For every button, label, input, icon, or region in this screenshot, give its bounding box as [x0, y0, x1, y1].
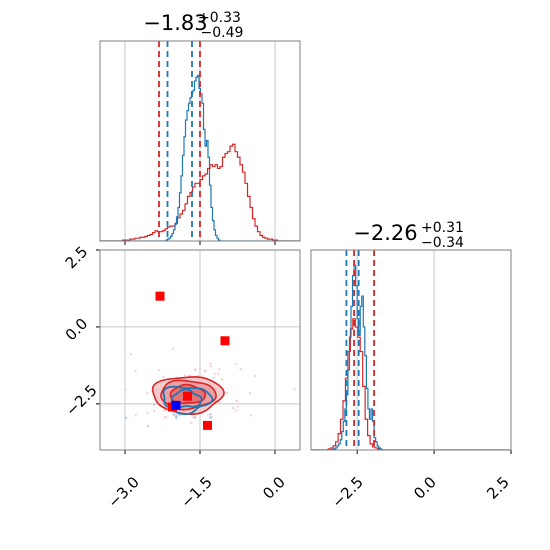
red-sample-point: [190, 421, 193, 424]
red-sample-point: [293, 388, 296, 391]
red-sample-point: [124, 388, 127, 391]
red-sample-point: [198, 366, 202, 369]
ytick-label-2d-0: −2.5: [62, 381, 100, 419]
red-sample-point: [217, 372, 220, 375]
red-sample-point: [254, 374, 257, 378]
param2-title: −2.26 +0.31 −0.34: [353, 217, 469, 251]
red-sample-point: [146, 411, 149, 414]
yaxis-ticklabels-2d: −2.5 0.0 2.5: [62, 243, 101, 420]
blue-sample-point: [173, 414, 176, 417]
red-sample-point: [212, 376, 215, 379]
xtick-label-2d-1: −1.5: [177, 473, 215, 511]
hist2-frame: [310, 249, 512, 451]
joint-frame: [99, 249, 301, 451]
red-sample-point: [206, 414, 210, 417]
red-sample-point: [209, 362, 212, 365]
xtick-label-hist2-2: 2.5: [483, 473, 513, 503]
red-sample-point: [248, 391, 252, 395]
blue-sample-point: [210, 416, 213, 419]
red-square-marker-4: [203, 420, 212, 430]
red-sample-point: [162, 375, 165, 379]
red-sample-point: [146, 392, 149, 395]
param2-title-main: −2.26: [353, 221, 417, 245]
red-sample-point: [235, 409, 238, 412]
param1-title-sub: −0.49: [201, 25, 244, 41]
red-sample-point: [236, 405, 239, 408]
red-sample-point: [192, 416, 195, 419]
red-sample-point: [226, 391, 229, 394]
hist1-blue-histogram: [100, 74, 300, 241]
red-sample-point: [213, 372, 216, 375]
hist2-red-histogram: [311, 318, 511, 450]
joint-density-panel: [96, 249, 301, 454]
blue-sample-point: [188, 374, 191, 377]
xaxis-ticklabels-hist2: −2.5 0.0 2.5: [328, 473, 512, 511]
red-square-marker-1: [220, 336, 230, 346]
red-sample-point: [153, 409, 156, 413]
blue-sample-point: [194, 416, 197, 419]
red-sample-point: [232, 407, 235, 410]
red-sample-point: [175, 413, 178, 416]
blue-sample-point: [175, 415, 178, 418]
histogram-param2-panel: [310, 249, 512, 454]
red-sample-point: [250, 414, 253, 417]
red-sample-point: [235, 399, 238, 403]
xtick-label-hist2-0: −2.5: [328, 473, 366, 511]
xtick-label-hist2-1: 0.0: [410, 473, 440, 503]
param1-title: −1.83 +0.33 −0.49: [143, 7, 246, 41]
ytick-label-2d-1: 0.0: [62, 315, 92, 345]
red-sample-point: [234, 362, 237, 366]
red-sample-point: [218, 400, 221, 404]
blue-contour-level-1: [170, 388, 203, 409]
blue-sample-point: [147, 425, 150, 428]
red-square-marker-0: [155, 291, 165, 301]
blue-square-marker: [171, 400, 181, 410]
xtick-label-2d-0: −3.0: [104, 473, 142, 511]
ytick-label-2d-2: 2.5: [62, 243, 92, 273]
blue-sample-point: [178, 414, 182, 417]
red-sample-point: [209, 365, 213, 368]
red-sample-point: [239, 368, 242, 371]
red-sample-point: [157, 369, 160, 372]
red-sample-point: [183, 374, 186, 377]
red-sample-point: [134, 414, 137, 417]
histogram-param1-panel: [99, 40, 301, 245]
param2-title-sub: −0.34: [421, 235, 464, 251]
red-sample-point: [165, 416, 168, 419]
blue-contour-level-0: [162, 385, 214, 416]
param2-title-sup: +0.31: [421, 220, 464, 236]
hist1-red-histogram: [100, 143, 300, 241]
hist1-frame: [99, 40, 301, 242]
red-sample-point: [134, 369, 137, 373]
red-sample-point: [129, 353, 132, 356]
red-sample-point: [204, 369, 207, 372]
joint-clipped-content: [124, 291, 296, 430]
red-sample-point: [221, 378, 224, 381]
red-sample-point: [194, 368, 197, 371]
hist2-blue-histogram: [311, 264, 511, 450]
blue-sample-point: [209, 412, 212, 416]
red-sample-point: [171, 347, 175, 350]
red-sample-point: [162, 409, 166, 412]
red-square-marker-2: [183, 391, 192, 401]
param1-title-sup: +0.33: [198, 10, 241, 26]
blue-sample-point: [153, 403, 156, 406]
red-sample-point: [218, 368, 221, 371]
param1-title-main: −1.83: [143, 11, 207, 35]
xtick-label-2d-2: 0.0: [259, 473, 289, 503]
blue-sample-point: [125, 416, 128, 420]
xaxis-ticklabels-2d: −3.0 −1.5 0.0: [104, 473, 288, 511]
